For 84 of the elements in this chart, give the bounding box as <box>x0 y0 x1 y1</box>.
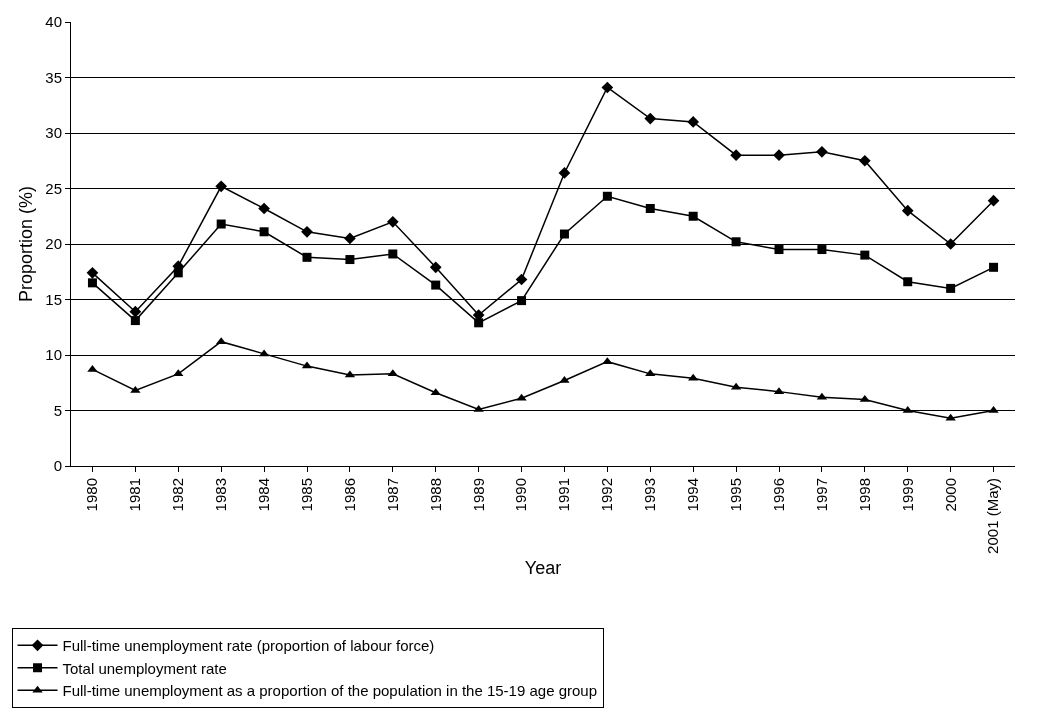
point <box>559 229 569 239</box>
point <box>644 112 657 125</box>
point <box>345 255 355 265</box>
x-tick-label: 1985 <box>297 478 315 512</box>
x-tick-label: 1988 <box>426 478 444 512</box>
x-tick-label: 1995 <box>726 478 744 512</box>
y-tick-label: 10 <box>45 346 62 364</box>
point <box>216 219 226 229</box>
x-tick-label: 1996 <box>769 478 787 512</box>
point <box>474 318 484 328</box>
x-tick-label: 1990 <box>512 478 530 512</box>
x-tick-label: 1992 <box>598 478 616 512</box>
y-tick-label: 20 <box>45 235 62 253</box>
point <box>130 316 140 326</box>
legend-label: Total unemployment rate <box>62 659 227 677</box>
point <box>259 227 269 237</box>
point <box>429 261 442 274</box>
point <box>601 81 614 94</box>
x-axis-title: Year <box>524 557 562 578</box>
point <box>173 268 183 278</box>
point <box>944 238 957 250</box>
point <box>516 393 527 401</box>
point <box>773 149 785 162</box>
point <box>774 245 784 255</box>
y-tick-label: 35 <box>45 68 62 86</box>
point <box>987 194 1000 207</box>
point <box>687 116 700 128</box>
point <box>945 413 956 421</box>
x-tick-label: 2000 <box>941 478 959 512</box>
point <box>515 273 528 286</box>
point <box>302 252 312 262</box>
point <box>431 280 441 290</box>
point <box>645 203 655 213</box>
point <box>989 262 999 272</box>
x-tick-label: 1986 <box>340 478 358 512</box>
point <box>860 250 870 260</box>
point <box>86 267 99 279</box>
point <box>602 191 612 201</box>
y-tick-label: 25 <box>45 179 62 197</box>
legend-label: Full-time unemployment as a proportion of the population in the 15-19 age group <box>62 682 598 700</box>
x-tick-label: 1997 <box>812 478 830 512</box>
point <box>817 245 827 255</box>
x-tick-label: 2001 (May) <box>984 478 1002 554</box>
point <box>903 277 913 287</box>
y-tick-label: 0 <box>53 457 62 475</box>
x-tick-label: 1987 <box>383 478 401 512</box>
point <box>258 202 270 215</box>
y-axis-title: Proportion (%) <box>15 185 36 303</box>
x-tick-label: 1984 <box>254 478 272 512</box>
point <box>517 296 527 306</box>
legend-label: Full-time unemployment rate (proportion of labour force) <box>62 637 435 655</box>
point <box>901 204 914 217</box>
x-tick-label: 1980 <box>83 478 101 512</box>
x-tick-label: 1999 <box>898 478 916 512</box>
point <box>858 154 871 167</box>
x-tick-label: 1998 <box>855 478 873 512</box>
x-tick-label: 1981 <box>126 478 144 512</box>
point <box>301 225 313 238</box>
point <box>87 364 98 372</box>
point <box>388 249 398 259</box>
point <box>558 167 571 179</box>
y-tick-label: 15 <box>45 290 62 308</box>
point <box>215 180 228 193</box>
y-tick-label: 40 <box>45 13 62 31</box>
point <box>344 232 356 245</box>
point <box>688 211 698 221</box>
x-tick-label: 1982 <box>169 478 187 512</box>
point <box>386 215 399 228</box>
x-tick-label: 1994 <box>684 478 702 512</box>
x-tick-label: 1993 <box>641 478 659 512</box>
point <box>173 369 184 377</box>
point <box>816 146 828 158</box>
point <box>730 149 742 162</box>
x-tick-label: 1989 <box>469 478 487 512</box>
y-tick-label: 5 <box>53 401 62 419</box>
point <box>645 369 656 377</box>
point <box>129 305 142 318</box>
point <box>87 278 97 288</box>
point <box>731 237 741 247</box>
y-tick-label: 30 <box>45 124 62 142</box>
x-tick-label: 1983 <box>212 478 230 512</box>
point <box>473 404 484 412</box>
point <box>946 283 956 293</box>
x-tick-label: 1991 <box>555 478 573 512</box>
